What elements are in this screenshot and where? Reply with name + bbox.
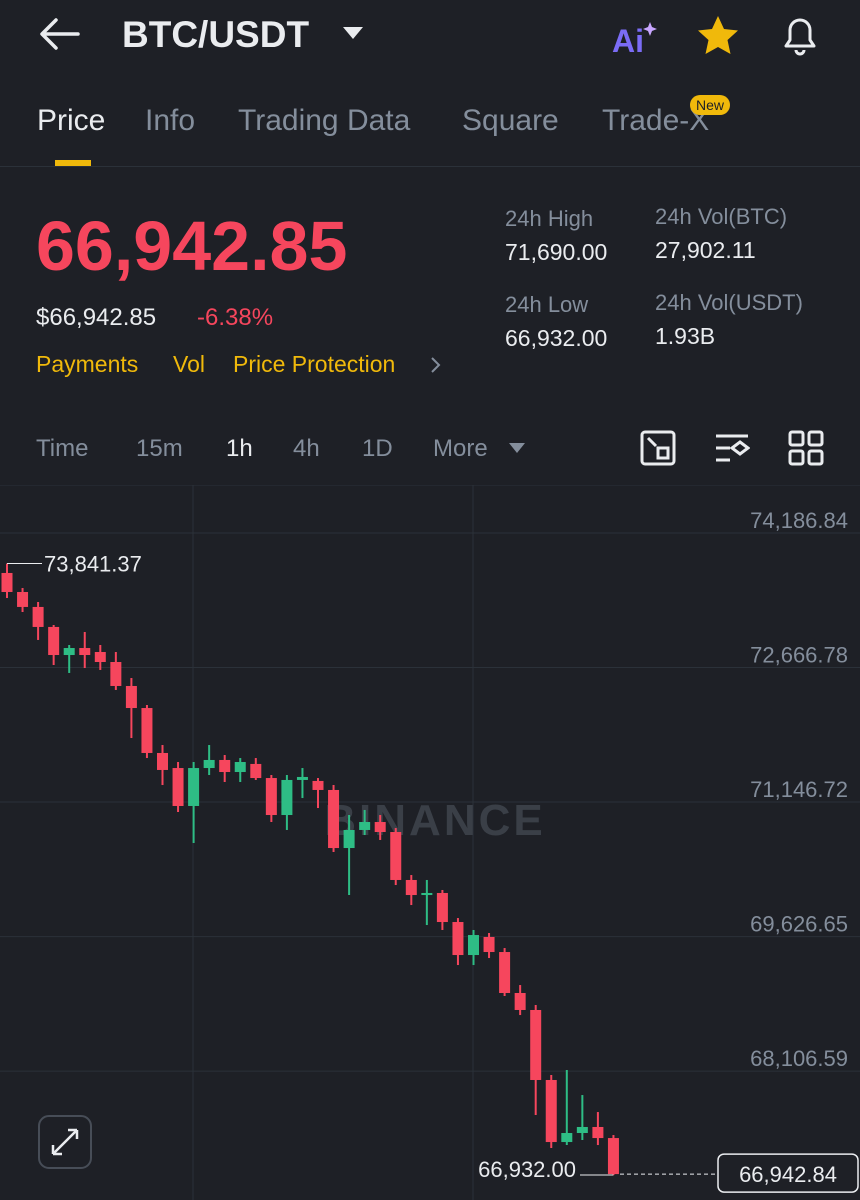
candle-body (592, 1126, 604, 1139)
candle-body (110, 662, 122, 686)
link-chevron[interactable] (430, 356, 442, 374)
candle-body (499, 952, 511, 993)
alert-bell[interactable] (778, 12, 822, 58)
tab[interactable]: Info (145, 104, 196, 137)
candle-body (421, 892, 433, 896)
candle-body (219, 759, 231, 773)
candle-body (203, 759, 215, 769)
last-price: 66,942.85 (36, 207, 348, 285)
candle-body (79, 648, 91, 656)
candle-body (390, 832, 402, 880)
stat-label: 24h Vol(USDT) (655, 290, 803, 315)
usd-price: $66,942.85 (36, 304, 157, 331)
candle-body (1, 572, 13, 592)
stat-value: 1.93B (655, 323, 716, 349)
candle-body (576, 1126, 588, 1134)
favorite-star[interactable] (696, 14, 740, 56)
pair-title[interactable]: BTC/USDT (122, 14, 310, 55)
stat-label: 24h Vol(BTC) (655, 204, 788, 229)
candle-body (250, 763, 262, 779)
candle-body (452, 922, 464, 956)
candlestick-chart: BINANCE 74,186.84 72,666.78 71,146.72 69,62… (0, 485, 860, 1200)
link[interactable]: Payments (36, 351, 139, 377)
candle-body (63, 648, 75, 656)
candle-body (607, 1138, 619, 1175)
candle-body (172, 768, 184, 806)
min-label: 66,932.00 (478, 1157, 576, 1182)
pair-dropdown[interactable] (342, 26, 364, 40)
candle-body (48, 626, 60, 656)
max-label: 73,841.37 (44, 552, 142, 577)
interval[interactable]: 1h (226, 435, 253, 462)
interval[interactable]: 15m (136, 435, 183, 462)
candle-body (312, 780, 324, 790)
link[interactable]: Price Protection (233, 351, 396, 377)
candle-body (234, 762, 246, 773)
more-dropdown[interactable] (508, 442, 526, 454)
candle-body (483, 936, 495, 953)
y-tick-label: 71,146.72 (750, 777, 848, 802)
candle-body (514, 992, 526, 1010)
tab[interactable]: Price (37, 104, 106, 137)
interval[interactable]: 1D (362, 435, 393, 462)
candle-body (436, 892, 448, 923)
link[interactable]: Vol (173, 351, 205, 377)
y-tick-label: 68,106.59 (750, 1046, 848, 1071)
fullscreen-button[interactable] (38, 1115, 92, 1169)
candle-body (296, 776, 308, 780)
candle-body (32, 606, 44, 627)
ai-icon[interactable]: Ai (610, 16, 660, 56)
tab[interactable]: Square (462, 104, 559, 137)
watermark: BINANCE (324, 796, 545, 845)
candle-body (141, 708, 153, 753)
y-tick-label: 72,666.78 (750, 643, 848, 668)
chart-tool-icon[interactable] (640, 430, 676, 466)
candle-body (328, 789, 340, 849)
y-tick-label: 69,626.65 (750, 912, 848, 937)
candle-body (125, 685, 137, 709)
stat-value: 71,690.00 (505, 239, 608, 265)
stat-value: 27,902.11 (655, 237, 756, 263)
candle-body (94, 652, 106, 663)
divider (0, 166, 860, 167)
indicator-icon[interactable] (714, 430, 750, 466)
interval[interactable]: Time (36, 435, 89, 462)
stat-value: 66,932.00 (505, 325, 608, 351)
candle-body (157, 752, 168, 770)
candle-body (530, 1009, 542, 1080)
new-badge: New (690, 95, 731, 115)
interval[interactable]: More (433, 435, 488, 462)
candle-body (405, 879, 417, 896)
layout-icon[interactable] (788, 430, 824, 466)
svg-text:Ai: Ai (612, 23, 644, 56)
candle-body (343, 829, 355, 849)
candle-body (374, 822, 386, 833)
price-change: -6.38% (197, 304, 274, 331)
y-tick-label: 74,186.84 (750, 508, 848, 533)
tab-indicator (55, 160, 91, 166)
candle-body (561, 1133, 573, 1143)
candle-body (188, 768, 200, 806)
last-price-box (717, 1153, 859, 1193)
candle-body (17, 591, 29, 607)
candle-body (468, 935, 479, 956)
back-button[interactable] (38, 14, 82, 54)
interval[interactable]: 4h (293, 435, 320, 462)
candle-body (265, 778, 277, 816)
candle-body (281, 779, 293, 816)
candle-body (359, 822, 371, 830)
last-price-label: 66,942.84 (739, 1162, 837, 1187)
stat-label: 24h High (505, 206, 594, 231)
stat-label: 24h Low (505, 292, 589, 317)
candle-body (545, 1079, 557, 1143)
tab[interactable]: Trading Data (238, 104, 411, 137)
